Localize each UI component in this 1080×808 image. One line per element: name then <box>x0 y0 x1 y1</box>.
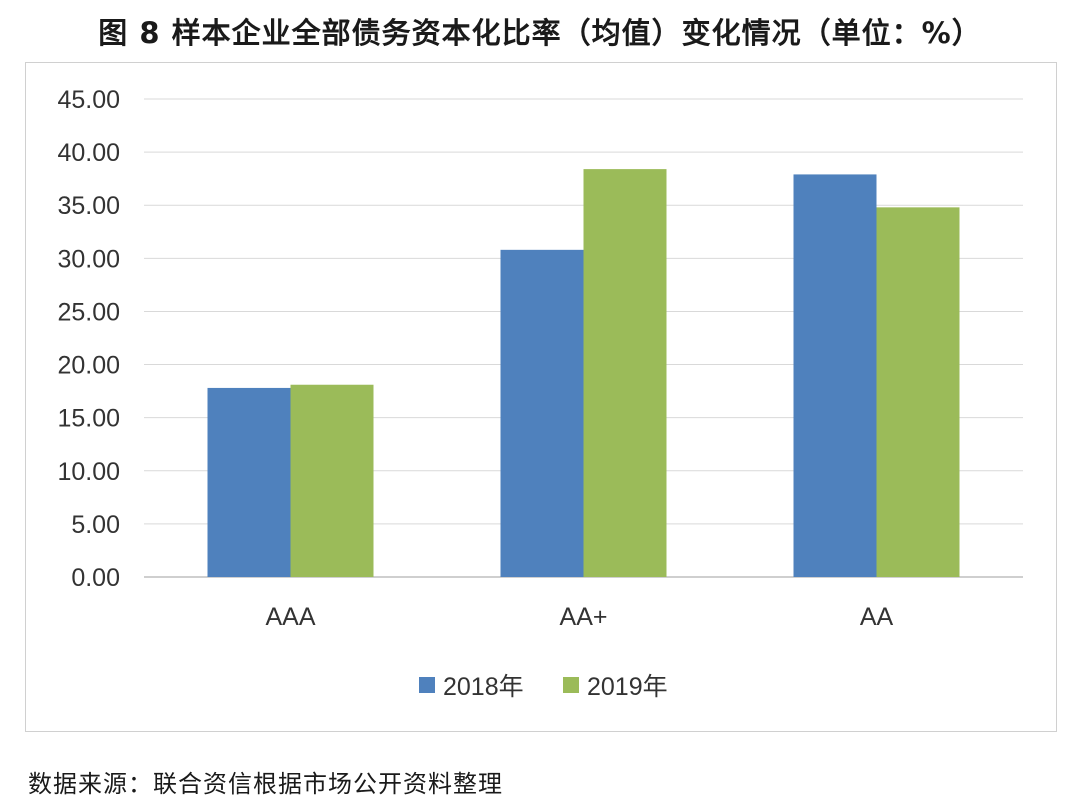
y-tick-label: 25.00 <box>57 298 120 326</box>
x-axis-ticks: AAA AA+ AA <box>265 603 893 631</box>
y-axis-ticks: 0.00 5.00 10.00 15.00 20.00 25.00 30.00 35.00 40… <box>57 86 120 592</box>
chart-frame: 0.00 5.00 10.00 15.00 20.00 25.00 30.00 35.00 40… <box>25 62 1057 732</box>
bar-AAA-2019年 <box>290 384 374 577</box>
bar-chart: 0.00 5.00 10.00 15.00 20.00 25.00 30.00 35.00 40… <box>57 86 1023 701</box>
bar-AA-2018年 <box>793 174 877 577</box>
legend: 2018年 2019年 <box>419 673 668 701</box>
legend-swatch <box>563 677 579 693</box>
y-tick-label: 20.00 <box>57 352 120 380</box>
y-tick-label: 30.00 <box>57 245 120 273</box>
legend-label: 2019年 <box>587 673 668 701</box>
y-tick-label: 10.00 <box>57 458 120 486</box>
y-tick-label: 35.00 <box>57 192 120 220</box>
bar-AA+-2019年 <box>583 169 667 577</box>
figure-title: 图 8 样本企业全部债务资本化比率（均值）变化情况（单位：%） <box>98 16 982 50</box>
y-tick-label: 5.00 <box>71 511 120 539</box>
bar-AAA-2018年 <box>207 387 291 577</box>
y-tick-label: 40.00 <box>57 139 120 167</box>
bars <box>207 169 960 577</box>
x-tick-label: AA <box>860 603 894 631</box>
legend-swatch <box>419 677 435 693</box>
y-tick-label: 0.00 <box>71 564 120 592</box>
y-tick-label: 45.00 <box>57 86 120 114</box>
source-note: 数据来源：联合资信根据市场公开资料整理 <box>28 770 503 798</box>
y-tick-label: 15.00 <box>57 405 120 433</box>
x-tick-label: AA+ <box>560 603 608 631</box>
bar-AA+-2018年 <box>500 249 584 577</box>
bar-AA-2019年 <box>876 207 960 577</box>
legend-label: 2018年 <box>443 673 524 701</box>
x-tick-label: AAA <box>265 603 315 631</box>
